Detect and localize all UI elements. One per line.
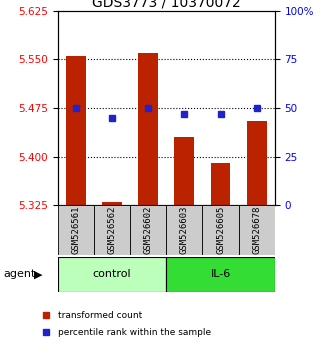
Text: agent: agent — [3, 269, 36, 279]
Text: GSM526562: GSM526562 — [108, 206, 117, 254]
Text: ▶: ▶ — [34, 269, 42, 279]
Bar — [66, 56, 86, 205]
Text: transformed count: transformed count — [58, 311, 142, 320]
Bar — [102, 202, 122, 205]
Bar — [166, 257, 275, 292]
Title: GDS3773 / 10370072: GDS3773 / 10370072 — [92, 0, 241, 10]
Bar — [211, 163, 230, 205]
Bar — [138, 53, 158, 205]
Bar — [166, 205, 203, 255]
Text: GSM526602: GSM526602 — [144, 206, 153, 254]
Text: control: control — [93, 269, 131, 279]
Bar — [247, 121, 266, 205]
Bar — [203, 205, 239, 255]
Text: IL-6: IL-6 — [211, 269, 231, 279]
Bar — [58, 257, 166, 292]
Text: GSM526678: GSM526678 — [252, 206, 261, 254]
Text: percentile rank within the sample: percentile rank within the sample — [58, 328, 211, 337]
Text: GSM526603: GSM526603 — [180, 206, 189, 254]
Text: GSM526561: GSM526561 — [71, 206, 80, 254]
Bar — [94, 205, 130, 255]
Bar — [58, 205, 94, 255]
Bar — [174, 137, 194, 205]
Text: GSM526605: GSM526605 — [216, 206, 225, 254]
Bar — [130, 205, 166, 255]
Bar — [239, 205, 275, 255]
